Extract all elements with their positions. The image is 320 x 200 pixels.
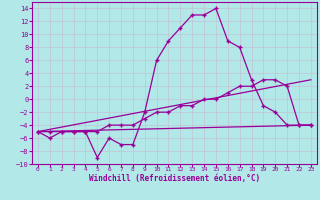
X-axis label: Windchill (Refroidissement éolien,°C): Windchill (Refroidissement éolien,°C) [89,174,260,183]
